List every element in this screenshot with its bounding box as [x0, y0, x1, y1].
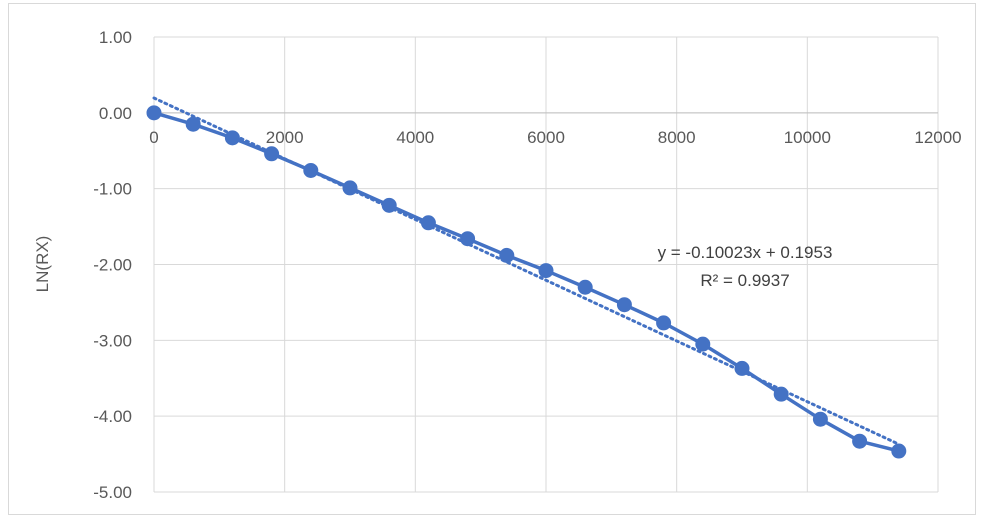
y-tick-label: 0.00: [99, 104, 132, 123]
y-tick-label: -1.00: [93, 180, 132, 199]
y-tick-label: -2.00: [93, 256, 132, 275]
y-tick-label: -4.00: [93, 407, 132, 426]
y-tick-labels: 1.00 0.00 -1.00 -2.00 -3.00 -4.00 -5.00: [93, 28, 132, 502]
y-tick-label: -5.00: [93, 483, 132, 502]
data-point: [499, 247, 515, 263]
data-point: [185, 116, 201, 132]
data-point: [891, 443, 907, 459]
x-tick-label: 6000: [527, 128, 565, 147]
x-tick-label: 2000: [266, 128, 304, 147]
data-point: [577, 279, 593, 295]
data-point: [381, 197, 397, 213]
trendline-r-squared: R² = 0.9937: [700, 271, 789, 290]
x-tick-label: 4000: [396, 128, 434, 147]
data-points: [146, 105, 907, 459]
data-point: [616, 297, 632, 313]
trendline-equation: y = -0.10023x + 0.1953: [658, 243, 833, 262]
y-tick-label: 1.00: [99, 28, 132, 47]
data-point: [224, 130, 240, 146]
gridlines: [153, 36, 939, 493]
data-point: [460, 231, 476, 247]
x-tick-label: 12000: [914, 128, 961, 147]
y-axis-label: LN(RX): [33, 236, 52, 293]
data-point: [695, 336, 711, 352]
data-point: [734, 360, 750, 376]
data-point: [656, 315, 672, 331]
y-tick-label: -3.00: [93, 331, 132, 350]
data-point: [146, 105, 162, 121]
x-tick-labels: 0 2000 4000 6000 8000 10000 12000: [149, 128, 961, 147]
data-point: [773, 386, 789, 402]
x-tick-label: 8000: [658, 128, 696, 147]
x-tick-label: 10000: [784, 128, 831, 147]
data-point: [303, 162, 319, 178]
data-point: [342, 180, 358, 196]
data-point: [538, 263, 554, 279]
data-point: [420, 215, 436, 231]
data-point: [812, 411, 828, 427]
data-point: [264, 146, 280, 162]
chart-frame: [8, 3, 976, 515]
data-point: [852, 433, 868, 449]
x-tick-label: 0: [149, 128, 158, 147]
